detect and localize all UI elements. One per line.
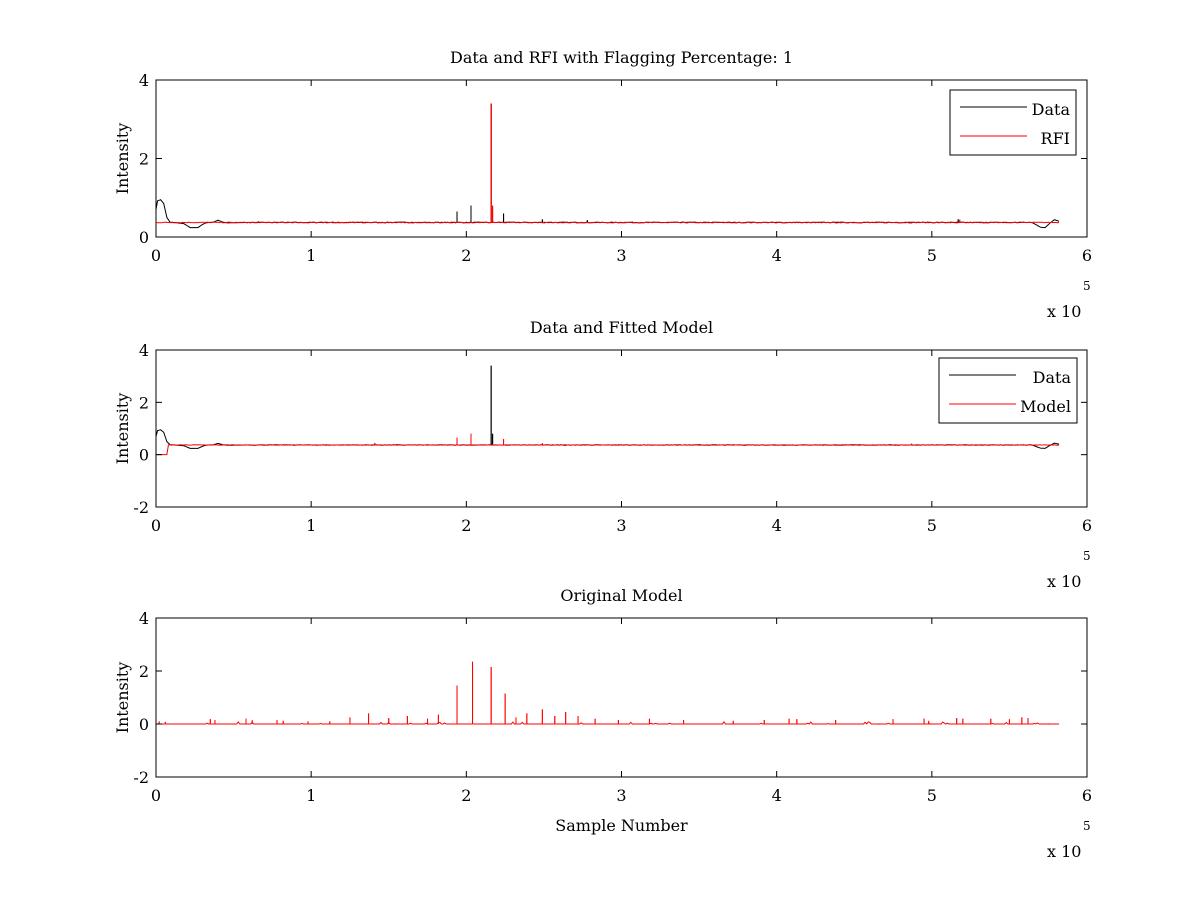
axes-box	[155, 79, 1088, 238]
y-tick-label: 4	[139, 609, 149, 628]
y-tick-label: 2	[139, 150, 149, 169]
x-tick-label: 2	[461, 786, 471, 805]
plot-area	[156, 365, 1060, 456]
x-multiplier-exponent: 5	[1083, 549, 1091, 563]
x-multiplier-exponent: 5	[1083, 819, 1091, 833]
legend-box	[949, 89, 1077, 156]
legend-box	[938, 357, 1078, 424]
y-tick-label: 4	[139, 71, 149, 90]
x-tick-label: 4	[772, 516, 782, 535]
subplot-title: Data and RFI with Flagging Percentage: 1	[450, 48, 793, 67]
legend-label-model: Model	[1020, 397, 1071, 416]
plot-area	[156, 103, 1060, 229]
x-tick-label: 3	[616, 516, 626, 535]
axes-box	[155, 617, 1088, 778]
legend: Data Model	[938, 357, 1078, 424]
x-tick-label: 0	[151, 246, 161, 265]
x-multiplier-base: x 10	[1047, 842, 1081, 861]
x-tick-label: 3	[616, 246, 626, 265]
x-tick-label: 1	[306, 786, 316, 805]
x-multiplier-base: x 10	[1047, 302, 1081, 321]
x-tick-label: 4	[772, 786, 782, 805]
y-tick-label: 4	[139, 341, 149, 360]
subplot-title: Original Model	[560, 586, 682, 605]
legend-label-rfi: RFI	[1041, 129, 1070, 148]
legend: Data RFI	[949, 89, 1077, 156]
subplot-title: Data and Fitted Model	[530, 318, 713, 337]
legend-label-data: Data	[1032, 100, 1071, 119]
y-tick-label: 2	[139, 393, 149, 412]
legend-label-data: Data	[1033, 368, 1072, 387]
x-axis-label: Sample Number	[555, 816, 688, 835]
y-tick-label: -2	[133, 768, 149, 787]
series-line-model	[156, 433, 1060, 456]
x-tick-label: 4	[772, 246, 782, 265]
y-axis-label: Intensity	[113, 662, 132, 734]
series-line-rfi	[156, 103, 1060, 224]
y-tick-label: 0	[139, 715, 149, 734]
x-tick-label: 1	[306, 246, 316, 265]
x-tick-label: 6	[1082, 786, 1092, 805]
subplot-1: 0 1 2 3 4 5 6 0 2 4 Data and RFI with Flagging Per…	[113, 48, 1092, 321]
x-tick-label: 2	[461, 246, 471, 265]
y-tick-label: 2	[139, 662, 149, 681]
y-axis-label: Intensity	[113, 123, 132, 195]
x-tick-label: 6	[1082, 246, 1092, 265]
x-multiplier-base: x 10	[1047, 572, 1081, 591]
y-axis-label: Intensity	[113, 393, 132, 465]
x-tick-label: 5	[927, 246, 937, 265]
x-tick-label: 0	[151, 516, 161, 535]
y-tick-label: 0	[139, 446, 149, 465]
x-tick-label: 1	[306, 516, 316, 535]
y-tick-label: 0	[139, 228, 149, 247]
plot-area	[157, 661, 1060, 725]
x-tick-label: 0	[151, 786, 161, 805]
x-tick-label: 5	[927, 516, 937, 535]
axes-box	[155, 349, 1088, 508]
x-tick-label: 6	[1082, 516, 1092, 535]
x-tick-label: 2	[461, 516, 471, 535]
x-tick-label: 5	[927, 786, 937, 805]
x-tick-label: 3	[616, 786, 626, 805]
x-multiplier-exponent: 5	[1083, 279, 1091, 293]
y-tick-label: -2	[133, 498, 149, 517]
